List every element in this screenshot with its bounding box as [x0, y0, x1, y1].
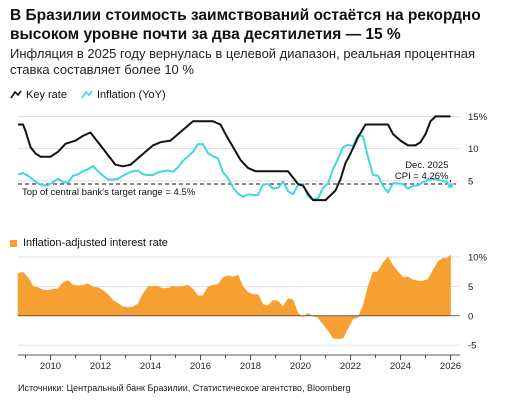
- legend-label-inflation: Inflation (YoY): [96, 89, 166, 101]
- legend-label-key-rate: Key rate: [26, 89, 67, 101]
- key-rate-swatch-icon: [10, 90, 22, 99]
- real-rate-area: [17, 254, 451, 340]
- x-tick-label: 2012: [90, 361, 111, 372]
- inflation-line: [17, 134, 452, 201]
- bottom-y-tick-label: 5: [468, 282, 473, 293]
- legend-item-key-rate: Key rate: [10, 89, 67, 101]
- bottom-y-tick-label: -5: [468, 341, 476, 352]
- legend-item-inflation: Inflation (YoY): [81, 89, 166, 101]
- x-tick-label: 2022: [340, 361, 361, 372]
- cpi-endpoint-marker: [447, 182, 454, 189]
- bottom-chart-legend: Inflation-adjusted interest rate: [10, 237, 168, 249]
- top-y-tick-label: 15%: [468, 112, 488, 123]
- inflation-swatch-icon: [81, 90, 93, 99]
- x-tick-label: 2020: [290, 361, 311, 372]
- legend-label-real-rate: Inflation-adjusted interest rate: [23, 237, 168, 249]
- top-chart-legend: Key rate Inflation (YoY): [10, 89, 166, 101]
- bottom-y-tick-label: 0: [468, 311, 473, 322]
- cpi-annotation-date: Dec. 2025: [405, 160, 448, 171]
- target-reference-label: Top of central bank's target range = 4.5…: [22, 187, 196, 198]
- page-title: В Бразилии стоимость заимствований остаё…: [10, 7, 481, 43]
- key-rate-line: [18, 115, 451, 202]
- source-note: Источники: Центральный банк Бразилии, Ст…: [18, 383, 351, 393]
- x-tick-label: 2016: [190, 361, 211, 372]
- page-subtitle: Инфляция в 2025 году вернулась в целевой…: [10, 46, 476, 77]
- x-tick-label: 2018: [240, 361, 261, 372]
- bottom-y-tick-label: 10%: [468, 253, 488, 264]
- x-tick-label: 2010: [40, 361, 61, 372]
- top-y-tick-label: 5: [468, 176, 473, 187]
- x-tick-label: 2024: [390, 361, 411, 372]
- real-rate-swatch-icon: [10, 239, 17, 247]
- top-y-tick-label: 10: [468, 144, 479, 155]
- x-tick-label: 2026: [440, 361, 461, 372]
- cpi-annotation-value: CPI = 4.26%: [395, 171, 449, 182]
- x-tick-label: 2014: [140, 361, 161, 372]
